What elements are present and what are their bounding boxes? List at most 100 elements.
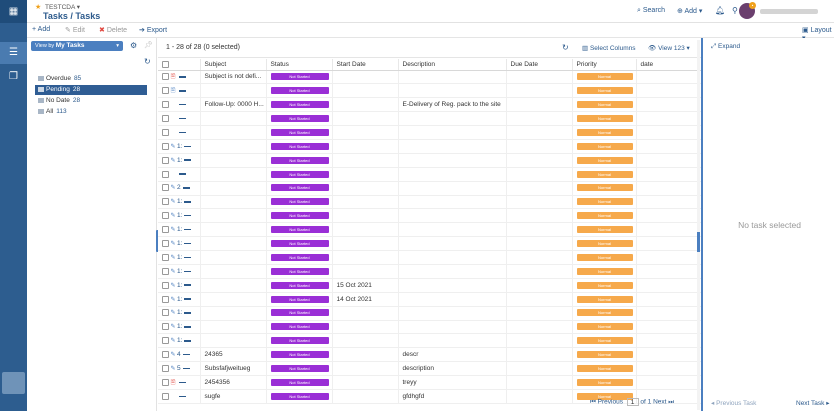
row-menu-icon[interactable] bbox=[182, 353, 190, 356]
list-view-icon[interactable]: ☰ bbox=[0, 42, 27, 64]
row-checkbox[interactable] bbox=[162, 184, 169, 192]
row-checkbox[interactable] bbox=[162, 351, 169, 359]
cell-subject[interactable] bbox=[200, 320, 267, 335]
table-row[interactable]: ✎1: Not Started Normal bbox=[158, 306, 702, 321]
table-row[interactable]: ✎1: Not Started Normal bbox=[158, 236, 702, 252]
row-menu-icon[interactable] bbox=[184, 256, 192, 259]
first-page-icon[interactable]: ⏮ bbox=[590, 398, 596, 406]
cell-subject[interactable]: Subject is not defi... bbox=[200, 70, 267, 85]
vertical-scrollbar-thumb[interactable] bbox=[697, 232, 700, 252]
row-checkbox[interactable] bbox=[162, 309, 169, 317]
gear-icon[interactable]: ⚙ bbox=[130, 41, 138, 50]
add-button[interactable]: + Add bbox=[32, 26, 51, 33]
cell-subject[interactable] bbox=[200, 125, 267, 140]
table-row[interactable]: ✎1: Not Started Normal bbox=[158, 139, 702, 154]
row-checkbox[interactable] bbox=[162, 226, 169, 234]
column-header-due-date[interactable]: Due Date bbox=[506, 59, 573, 71]
header-add-button[interactable]: ⊕ Add ▾ bbox=[677, 8, 703, 15]
row-menu-icon[interactable] bbox=[179, 173, 186, 175]
row-menu-icon[interactable] bbox=[184, 145, 192, 148]
table-row[interactable]: ✎5 Subsfafjweitueg Not Started description N… bbox=[158, 361, 702, 377]
page-number-input[interactable]: 1 bbox=[626, 398, 639, 406]
column-header-start-date[interactable]: Start Date bbox=[332, 59, 399, 71]
row-checkbox[interactable] bbox=[162, 156, 169, 164]
export-button[interactable]: ➔ Export bbox=[139, 27, 168, 34]
row-menu-icon[interactable] bbox=[179, 381, 186, 384]
row-menu-icon[interactable] bbox=[184, 326, 192, 328]
row-checkbox[interactable] bbox=[162, 170, 169, 178]
vertical-scrollbar-track[interactable] bbox=[697, 40, 700, 410]
row-menu-icon[interactable] bbox=[179, 131, 186, 134]
select-all-checkbox[interactable] bbox=[158, 59, 201, 71]
last-page-icon[interactable]: ⏭ bbox=[668, 398, 675, 406]
edit-button[interactable]: ✎ Edit bbox=[65, 27, 85, 34]
row-menu-icon[interactable] bbox=[184, 284, 192, 286]
user-name-redacted[interactable] bbox=[760, 9, 818, 14]
delete-button[interactable]: ✖ Delete bbox=[99, 27, 128, 34]
row-menu-icon[interactable] bbox=[179, 76, 186, 78]
table-row[interactable]: Not Started Normal bbox=[158, 125, 702, 140]
cell-subject[interactable] bbox=[200, 264, 267, 279]
cell-subject[interactable]: sugfe bbox=[200, 389, 267, 404]
column-header-priority[interactable]: Priority bbox=[572, 59, 637, 71]
cell-subject[interactable]: 2454356 bbox=[200, 375, 267, 390]
column-header-date[interactable]: date bbox=[636, 59, 702, 71]
column-header-status[interactable]: Status bbox=[266, 59, 333, 71]
table-row[interactable]: ✎4 24365 Not Started descr Normal bbox=[158, 347, 702, 363]
table-row[interactable]: ✎1: Not Started Normal bbox=[158, 153, 702, 168]
table-row[interactable]: ✎1: Not Started 15 Oct 2021 Normal bbox=[158, 278, 702, 293]
row-checkbox[interactable] bbox=[162, 337, 169, 345]
row-menu-icon[interactable] bbox=[184, 214, 192, 217]
view-by-dropdown[interactable]: View by My Tasks ▾ bbox=[31, 41, 123, 51]
row-checkbox[interactable] bbox=[162, 198, 169, 206]
app-name[interactable]: TESTCDA ▾ bbox=[45, 4, 81, 11]
bell-icon[interactable]: 🔔︎ bbox=[715, 6, 726, 15]
filter-item-overdue[interactable]: Overdue 85 bbox=[35, 74, 147, 84]
table-row[interactable]: ✎2 Not Started Normal bbox=[158, 181, 702, 196]
sidebar-splitter-handle[interactable] bbox=[156, 230, 159, 252]
row-menu-icon[interactable] bbox=[184, 312, 192, 314]
refresh-icon[interactable]: ↻ bbox=[562, 43, 569, 52]
row-checkbox[interactable] bbox=[162, 212, 169, 220]
view-selector[interactable]: 👁︎ View 123 ▾ bbox=[648, 45, 690, 52]
cell-subject[interactable] bbox=[200, 83, 267, 99]
column-header-subject[interactable]: Subject bbox=[200, 59, 267, 71]
row-menu-icon[interactable] bbox=[184, 159, 192, 161]
row-menu-icon[interactable] bbox=[184, 298, 192, 300]
apps-grid-icon[interactable]: ▦ bbox=[0, 0, 27, 23]
row-checkbox[interactable] bbox=[162, 295, 169, 303]
row-checkbox[interactable] bbox=[162, 73, 169, 81]
row-menu-icon[interactable] bbox=[184, 242, 192, 245]
row-checkbox[interactable] bbox=[162, 323, 169, 331]
row-checkbox[interactable] bbox=[162, 128, 169, 136]
table-row[interactable]: ✎1: Not Started Normal bbox=[158, 250, 702, 265]
expand-button[interactable]: ⤢ Expand bbox=[711, 43, 741, 50]
cell-subject[interactable] bbox=[200, 333, 267, 349]
cell-subject[interactable] bbox=[200, 222, 267, 238]
cell-subject[interactable]: 24365 bbox=[200, 347, 267, 363]
row-menu-icon[interactable] bbox=[182, 187, 190, 189]
previous-task-button[interactable]: ◂ Previous Task bbox=[711, 400, 757, 407]
table-row[interactable]: ✎1: Not Started Normal bbox=[158, 264, 702, 279]
cell-subject[interactable] bbox=[200, 181, 267, 196]
row-menu-icon[interactable] bbox=[184, 270, 192, 273]
row-checkbox[interactable] bbox=[162, 267, 169, 275]
select-columns-button[interactable]: ▥ Select Columns bbox=[582, 45, 636, 52]
table-row[interactable]: sugfe Not Started gfdhgfd Normal bbox=[158, 389, 702, 404]
table-row[interactable]: ✎1: Not Started Normal bbox=[158, 195, 702, 210]
row-checkbox[interactable] bbox=[162, 365, 169, 373]
header-search-button[interactable]: ⌕ Search bbox=[637, 7, 666, 14]
cell-subject[interactable] bbox=[200, 250, 267, 265]
table-row[interactable]: ✎1: Not Started 14 Oct 2021 Normal bbox=[158, 292, 702, 307]
table-row[interactable]: ✎1: Not Started Normal bbox=[158, 208, 702, 224]
row-checkbox[interactable] bbox=[162, 392, 169, 400]
row-checkbox[interactable] bbox=[162, 281, 169, 289]
cell-subject[interactable] bbox=[200, 306, 267, 321]
previous-page-button[interactable]: Previous bbox=[597, 398, 623, 406]
row-menu-icon[interactable] bbox=[184, 228, 192, 231]
row-menu-icon[interactable] bbox=[179, 395, 186, 398]
cell-subject[interactable] bbox=[200, 292, 267, 307]
cell-subject[interactable] bbox=[200, 236, 267, 252]
row-menu-icon[interactable] bbox=[179, 117, 186, 120]
table-row[interactable]: 🗎 Subject is not defi... Not Started Normal bbox=[158, 70, 702, 85]
